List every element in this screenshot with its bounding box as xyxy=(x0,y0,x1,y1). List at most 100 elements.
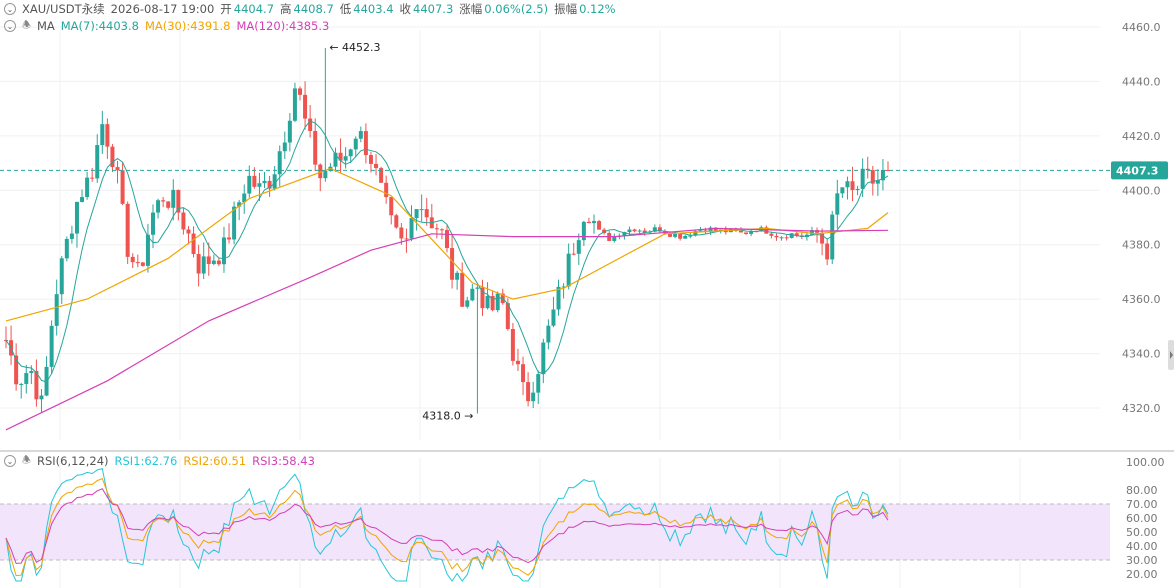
candle xyxy=(581,220,586,246)
candle-body xyxy=(348,149,353,157)
candle-body xyxy=(673,234,678,237)
candle-body xyxy=(368,155,373,164)
candle xyxy=(480,279,485,316)
candle xyxy=(845,176,850,200)
candle xyxy=(515,348,520,371)
candle-body xyxy=(749,231,754,234)
rsi-bell-icon[interactable]: 🕭 xyxy=(22,454,31,466)
candle-body xyxy=(419,209,424,211)
candle xyxy=(156,198,161,219)
candle xyxy=(262,171,267,189)
candle xyxy=(886,161,890,172)
candle xyxy=(237,199,242,221)
candle xyxy=(632,228,637,233)
candle xyxy=(14,343,19,391)
candle xyxy=(475,283,480,414)
candle-body xyxy=(850,181,855,191)
candle-body xyxy=(110,146,115,168)
candle xyxy=(145,223,150,273)
candle-body xyxy=(186,229,191,234)
candle xyxy=(358,126,363,143)
candle-body xyxy=(257,183,262,187)
candle-body xyxy=(216,260,221,265)
candle xyxy=(298,86,302,101)
candle-body xyxy=(19,383,24,385)
candle xyxy=(39,388,44,413)
rsi1-value: RSI1:62.76 xyxy=(114,454,178,468)
candle xyxy=(830,210,835,264)
candle xyxy=(151,204,155,248)
rsi1-line xyxy=(5,467,889,582)
candle-body xyxy=(384,182,389,198)
candle xyxy=(460,262,465,307)
candle xyxy=(875,169,880,196)
candle xyxy=(683,235,688,239)
candle xyxy=(546,319,551,350)
candle xyxy=(465,296,470,309)
candle xyxy=(429,203,434,229)
candle-body xyxy=(480,287,485,309)
candle-body xyxy=(521,364,526,383)
candle-body xyxy=(713,227,718,231)
rsi-tick-label: 60.00 xyxy=(1126,512,1158,525)
bell-icon[interactable]: 🕭 xyxy=(22,19,31,31)
collapse-chevron-icon[interactable]: ⌄ xyxy=(4,3,16,15)
candle xyxy=(505,298,510,331)
candle-body xyxy=(404,238,409,240)
candle-body xyxy=(566,253,571,287)
candle xyxy=(561,283,566,299)
candle-body xyxy=(475,287,480,289)
ma120-value: MA(120):4385.3 xyxy=(236,19,330,33)
candle-body xyxy=(389,197,394,216)
candle xyxy=(855,185,860,196)
candle xyxy=(59,256,64,305)
rsi-tick-label: 30.00 xyxy=(1126,554,1158,567)
candle xyxy=(85,171,90,200)
candle-body xyxy=(779,237,784,239)
candle xyxy=(4,326,8,349)
amplitude-label: 振幅 xyxy=(554,2,578,16)
candle xyxy=(526,372,531,407)
candle xyxy=(571,242,576,256)
candle-body xyxy=(69,233,74,239)
candle-body xyxy=(308,118,313,132)
candle-body xyxy=(100,124,105,146)
candle-body xyxy=(434,228,439,230)
candle-body xyxy=(156,200,161,213)
candle-body xyxy=(333,152,338,167)
candle-body xyxy=(49,325,54,367)
rsi-indicator-name[interactable]: RSI(6,12,24) xyxy=(36,454,109,468)
candle-body xyxy=(247,175,252,194)
candle xyxy=(292,82,297,123)
ohlc-header: ⌄ XAU/USDT永续 2026-08-17 19:00 开 4404.7 高… xyxy=(4,1,622,17)
candle xyxy=(490,290,495,312)
candle-body xyxy=(495,293,500,311)
candle-body xyxy=(227,237,232,240)
candle xyxy=(181,208,186,235)
candle xyxy=(333,147,338,172)
price-tick-label: 4320.0 xyxy=(1122,402,1161,415)
candle xyxy=(353,136,358,157)
ma120-line xyxy=(5,227,889,431)
panel-resize-handle[interactable] xyxy=(1168,340,1174,370)
candle-body xyxy=(374,163,379,169)
candle xyxy=(399,223,404,245)
candle-body xyxy=(845,181,850,188)
change-label: 涨幅 xyxy=(459,2,483,16)
ma-collapse-chevron-icon[interactable]: ⌄ xyxy=(4,20,16,32)
close-value: 4407.3 xyxy=(413,2,454,16)
candle-body xyxy=(592,221,596,224)
candle xyxy=(825,238,830,266)
low-value: 4403.4 xyxy=(353,2,394,16)
rsi-collapse-chevron-icon[interactable]: ⌄ xyxy=(4,455,16,467)
candle xyxy=(485,282,490,310)
candle xyxy=(125,201,130,264)
candle-body xyxy=(130,256,135,263)
candle-body xyxy=(161,200,166,202)
candle xyxy=(161,196,166,208)
candle xyxy=(267,175,272,197)
candle-body xyxy=(145,234,150,266)
ma-indicator-name[interactable]: MA xyxy=(36,19,55,33)
